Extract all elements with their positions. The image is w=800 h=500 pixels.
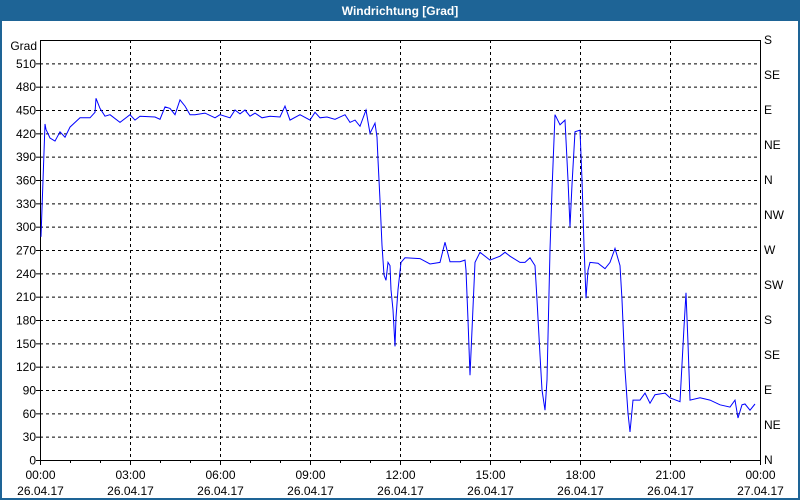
y-tick-label: 240 <box>16 267 36 281</box>
right-axis-label: E <box>764 383 772 397</box>
y-axis-label: Grad <box>10 39 37 53</box>
x-tick-time: 15:00 <box>475 468 505 482</box>
y-tick-label: 0 <box>29 454 36 468</box>
x-tick-date: 26.04.17 <box>17 484 64 498</box>
right-axis-label: SE <box>764 68 780 82</box>
right-axis-label: N <box>764 173 773 187</box>
right-axis-label: S <box>764 33 772 47</box>
y-tick-label: 420 <box>16 127 36 141</box>
y-tick-label: 480 <box>16 80 36 94</box>
right-axis-label: NE <box>764 418 781 432</box>
x-tick-time: 12:00 <box>385 468 415 482</box>
y-tick-label: 330 <box>16 197 36 211</box>
x-tick-time: 21:00 <box>655 468 685 482</box>
y-tick-label: 180 <box>16 314 36 328</box>
right-axis-label: SW <box>764 278 784 292</box>
x-tick-time: 09:00 <box>295 468 325 482</box>
y-tick-label: 270 <box>16 244 36 258</box>
y-tick-label: 90 <box>23 384 37 398</box>
x-tick-date: 26.04.17 <box>467 484 514 498</box>
plot-frame <box>40 40 761 461</box>
window-title: Windrichtung [Grad] <box>2 2 798 21</box>
x-tick-time: 18:00 <box>565 468 595 482</box>
y-tick-label: 60 <box>23 407 37 421</box>
right-axis-label: E <box>764 103 772 117</box>
y-tick-label: 390 <box>16 150 36 164</box>
x-tick-date: 26.04.17 <box>647 484 694 498</box>
y-tick-label: 450 <box>16 104 36 118</box>
right-axis-label: W <box>764 243 776 257</box>
right-axis-label: NW <box>764 208 785 222</box>
y-tick-label: 360 <box>16 174 36 188</box>
x-tick-date: 27.04.17 <box>737 484 784 498</box>
x-tick-time: 03:00 <box>115 468 145 482</box>
x-tick-time: 06:00 <box>205 468 235 482</box>
right-axis-label: SE <box>764 348 780 362</box>
x-tick-date: 26.04.17 <box>197 484 244 498</box>
x-tick-date: 26.04.17 <box>107 484 154 498</box>
x-tick-date: 26.04.17 <box>287 484 334 498</box>
y-tick-label: 510 <box>16 57 36 71</box>
y-tick-label: 120 <box>16 360 36 374</box>
y-tick-label: 300 <box>16 220 36 234</box>
y-tick-label: 30 <box>23 430 37 444</box>
right-axis-label: S <box>764 313 772 327</box>
x-tick-time: 00:00 <box>25 468 55 482</box>
x-tick-date: 26.04.17 <box>377 484 424 498</box>
y-tick-label: 210 <box>16 290 36 304</box>
right-axis-label: N <box>764 453 773 467</box>
y-tick-label: 150 <box>16 337 36 351</box>
series-line <box>40 98 756 433</box>
x-tick-time: 00:00 <box>745 468 775 482</box>
x-tick-date: 26.04.17 <box>557 484 604 498</box>
right-axis-label: NE <box>764 138 781 152</box>
